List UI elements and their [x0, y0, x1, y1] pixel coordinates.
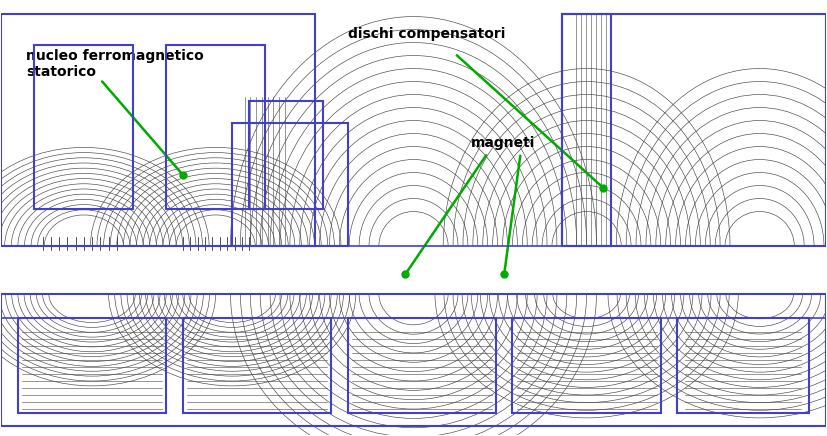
Bar: [18, 318, 166, 413]
Bar: [2, 294, 825, 426]
Bar: [513, 318, 661, 413]
Bar: [347, 318, 496, 413]
Bar: [183, 318, 331, 413]
Bar: [2, 14, 314, 246]
Bar: [562, 14, 611, 246]
Text: magneti: magneti: [471, 136, 536, 150]
Bar: [166, 45, 265, 209]
Bar: [232, 123, 347, 246]
Bar: [249, 101, 323, 209]
Bar: [35, 45, 133, 209]
Bar: [562, 14, 825, 246]
Text: nucleo ferromagnetico
statorico: nucleo ferromagnetico statorico: [26, 49, 204, 79]
Bar: [677, 318, 809, 413]
Text: dischi compensatori: dischi compensatori: [347, 27, 505, 41]
